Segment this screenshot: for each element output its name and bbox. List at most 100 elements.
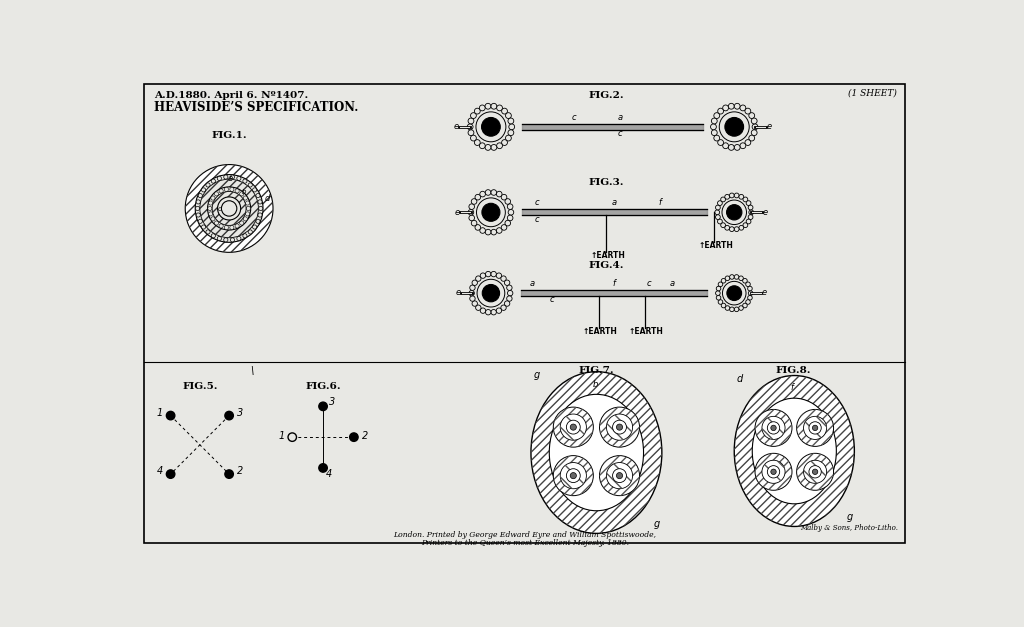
Text: e: e [766,122,771,131]
Text: g: g [654,519,660,529]
Circle shape [501,194,507,200]
Circle shape [247,206,251,211]
Text: a: a [611,198,616,208]
Text: c: c [571,113,577,122]
Circle shape [606,463,633,488]
Circle shape [755,409,792,446]
Circle shape [485,190,490,195]
Circle shape [258,213,262,217]
Circle shape [475,194,480,200]
Text: ↑EARTH: ↑EARTH [591,251,626,260]
Circle shape [469,215,474,221]
Circle shape [243,234,247,238]
Circle shape [206,183,210,187]
Circle shape [470,285,475,290]
Circle shape [240,192,244,196]
Circle shape [507,296,512,301]
Circle shape [507,204,513,209]
Circle shape [258,200,262,204]
Circle shape [749,291,753,295]
Circle shape [497,308,502,314]
Circle shape [497,143,503,149]
Circle shape [725,194,729,199]
Circle shape [224,226,228,229]
Circle shape [224,187,228,191]
Circle shape [474,140,480,145]
Circle shape [752,118,757,124]
Circle shape [166,470,175,478]
Circle shape [253,225,257,229]
Circle shape [166,411,175,420]
Circle shape [505,220,511,226]
Circle shape [470,113,476,119]
Circle shape [185,164,273,252]
Circle shape [219,224,223,228]
Text: c: c [535,198,540,208]
Circle shape [505,280,510,285]
Text: e: e [228,174,233,182]
Circle shape [721,303,726,308]
Text: c: c [217,206,221,212]
Circle shape [716,295,721,300]
Circle shape [560,414,587,440]
Circle shape [742,278,748,283]
Circle shape [211,217,215,221]
Circle shape [727,286,741,300]
Circle shape [223,175,228,179]
Text: ↑EARTH: ↑EARTH [629,327,664,336]
Circle shape [797,453,834,490]
Circle shape [752,124,758,130]
Text: FIG.6.: FIG.6. [305,382,341,391]
Circle shape [480,191,485,197]
Circle shape [739,225,743,230]
Circle shape [719,112,750,142]
Circle shape [471,199,477,204]
Circle shape [752,130,757,135]
Circle shape [217,176,221,181]
Circle shape [246,212,250,216]
Circle shape [718,300,723,304]
Circle shape [725,276,730,280]
Text: f: f [612,279,615,288]
Circle shape [560,463,587,488]
Circle shape [716,214,720,219]
Circle shape [481,117,501,136]
Ellipse shape [531,372,662,534]
Circle shape [469,204,474,209]
Circle shape [570,473,577,479]
Circle shape [485,271,490,277]
Circle shape [570,424,577,430]
Circle shape [229,226,233,229]
Circle shape [599,407,640,447]
Text: London. Printed by George Edward Eyre and William Spottiswoode,: London. Printed by George Edward Eyre an… [393,531,656,539]
Text: g: g [534,370,540,380]
Circle shape [506,113,511,119]
Circle shape [748,287,753,291]
Text: FIG.4.: FIG.4. [589,261,625,270]
Text: Malby & Sons, Photo-Litho.: Malby & Sons, Photo-Litho. [800,524,898,532]
Circle shape [553,407,593,447]
Circle shape [490,103,497,109]
Circle shape [502,140,508,145]
Circle shape [490,190,497,195]
Circle shape [199,194,203,198]
Circle shape [248,183,252,187]
Circle shape [711,124,717,130]
Circle shape [211,179,215,183]
Circle shape [734,227,739,231]
Circle shape [236,224,240,228]
Circle shape [771,469,776,475]
Circle shape [730,275,734,279]
Circle shape [508,290,513,296]
Circle shape [318,464,328,472]
Text: FIG.1.: FIG.1. [211,132,247,140]
Circle shape [616,473,623,479]
Circle shape [472,280,477,285]
Circle shape [508,118,514,124]
Text: e: e [762,288,767,297]
Circle shape [196,206,200,211]
Circle shape [809,466,821,478]
Circle shape [762,416,785,440]
Circle shape [716,291,720,295]
Text: FIG.8.: FIG.8. [775,366,811,375]
